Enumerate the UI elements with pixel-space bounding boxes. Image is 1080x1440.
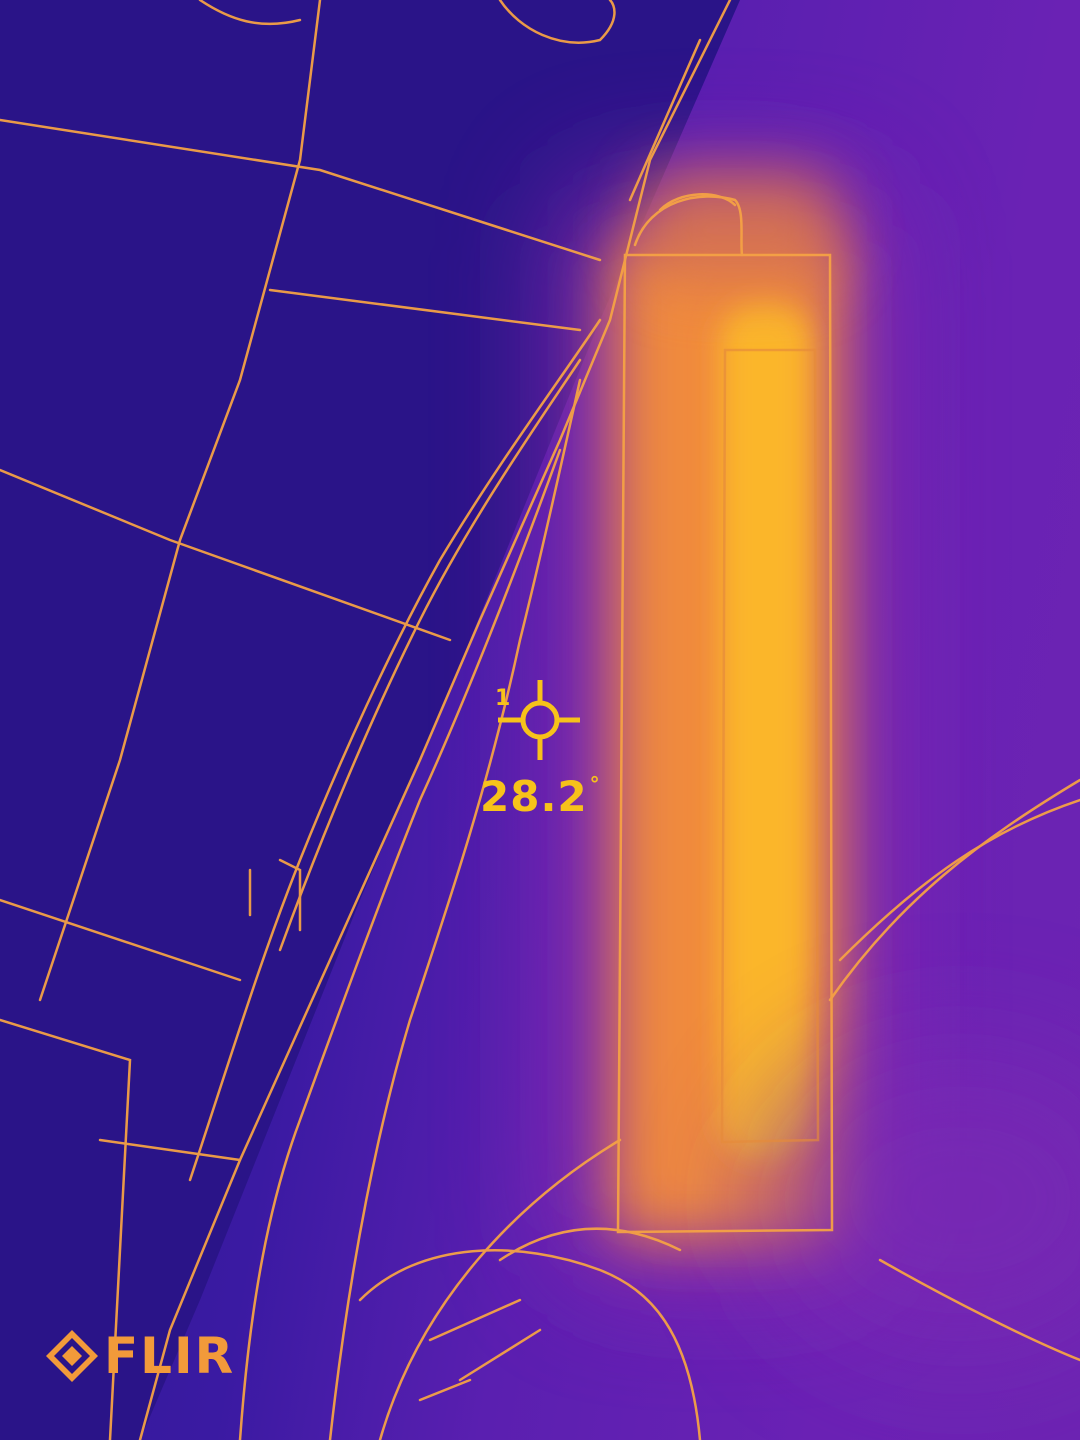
spot-meter-label: 1 [495,686,511,711]
brick-top-heat [640,170,840,290]
spot-meter-reticle [498,680,580,760]
hotspot-core [720,300,810,1160]
dark-panel-region [0,0,740,1440]
flir-logo-text: FLIR [104,1327,236,1385]
flir-diamond-icon [46,1330,98,1382]
spot-temperature-value: 28.2 [480,772,588,821]
spot-temperature-readout: 28.2 ° [480,772,610,822]
floor-warm-region [760,1040,1080,1360]
flir-logo: FLIR [42,1326,252,1386]
temperature-unit: ° [589,772,601,796]
